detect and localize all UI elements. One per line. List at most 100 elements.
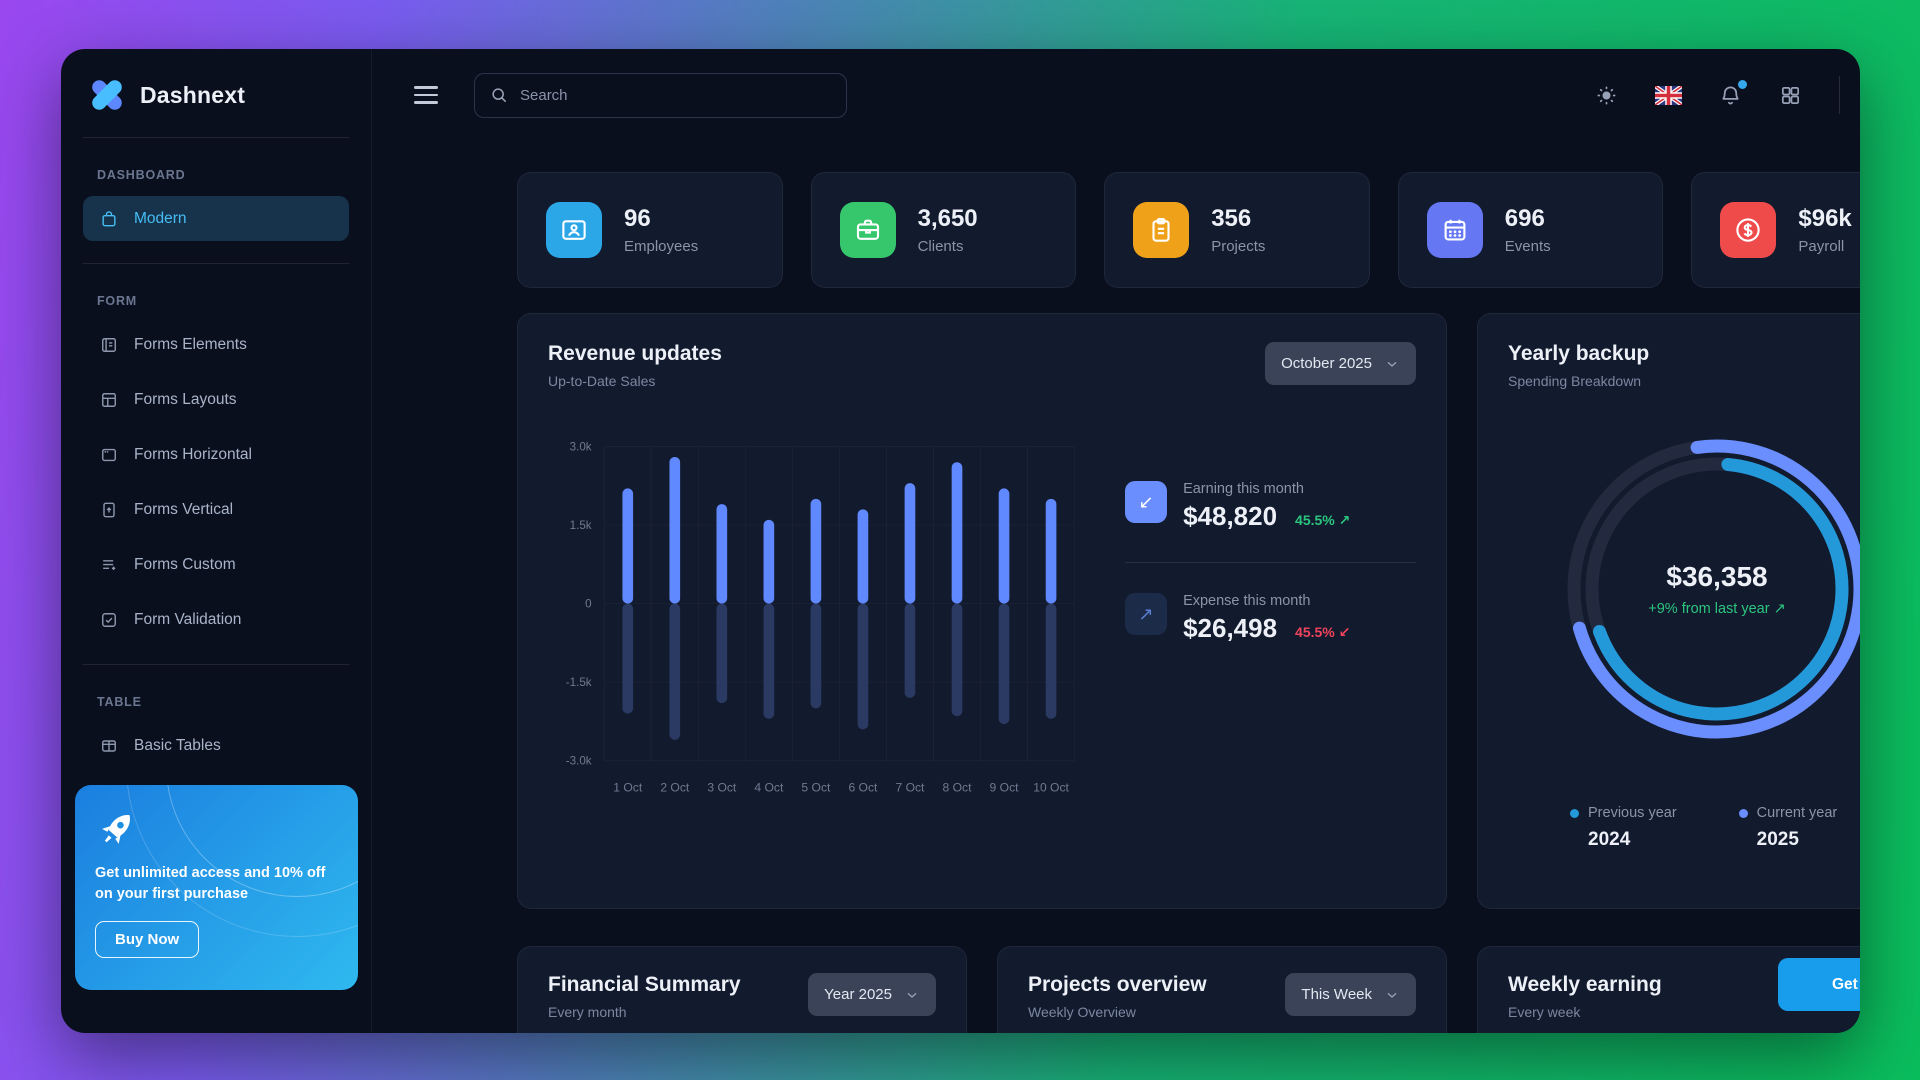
stat-label: Clients — [917, 238, 964, 255]
id-card-icon — [546, 202, 602, 258]
stat-card-events[interactable]: 696 Events — [1397, 172, 1664, 288]
chevron-down-icon — [907, 992, 917, 998]
brand-name: Dashnext — [140, 81, 246, 108]
divider — [1125, 562, 1416, 563]
content: 96 Employees 3,650 Clients — [372, 141, 1860, 1033]
svg-text:2 Oct: 2 Oct — [660, 781, 690, 795]
year-select-value: Year 2025 — [824, 986, 892, 1003]
language-flag-icon[interactable] — [1655, 85, 1682, 105]
stat-card-payroll[interactable]: $96k Payroll — [1691, 172, 1860, 288]
buy-now-button[interactable]: Buy Now — [95, 921, 200, 959]
sidebar-item-label: Form Validation — [134, 610, 242, 628]
donut-legend: Previous year 2024 Current year 2025 — [1570, 805, 1860, 851]
theme-toggle-sun-icon[interactable] — [1595, 84, 1618, 107]
promo-text: Get unlimited access and 10% off on your… — [95, 865, 326, 903]
note-list-icon — [99, 335, 119, 355]
sidebar-item-label: Forms Elements — [134, 335, 247, 353]
brand[interactable]: Dashnext — [83, 49, 349, 115]
legend-label: Previous year — [1588, 805, 1677, 821]
charts-row: Revenue updates Up-to-Date Sales October… — [517, 313, 1860, 909]
arrow-down-left-icon: ↙ — [1125, 481, 1168, 523]
stat-label: Payroll — [1798, 238, 1845, 255]
stat-value: 356 — [1211, 205, 1252, 232]
stat-card-clients[interactable]: 3,650 Clients — [810, 172, 1077, 288]
svg-text:0: 0 — [585, 597, 592, 610]
promo-card: Get unlimited access and 10% off on your… — [75, 785, 358, 990]
svg-text:1 Oct: 1 Oct — [613, 781, 643, 795]
earning-delta: 45.5% ↗ — [1295, 512, 1351, 528]
legend-year: 2025 — [1756, 829, 1799, 850]
section-table: TABLE — [97, 695, 142, 709]
section-dashboard: DASHBOARD — [97, 168, 186, 182]
sidebar: Dashnext DASHBOARD Modern FORM Forms Ele… — [61, 49, 372, 1033]
arrow-up-right-icon: ↗ — [1125, 593, 1168, 635]
file-up-icon — [99, 500, 119, 520]
stat-label: Employees — [624, 238, 699, 255]
sidebar-item-modern[interactable]: Modern — [83, 196, 349, 241]
legend-previous-year: Previous year 2024 — [1570, 805, 1677, 851]
expense-label: Expense this month — [1183, 593, 1311, 609]
search-icon — [489, 85, 509, 105]
revenue-kpis: ↙ Earning this month $48,820 45.5% ↗ — [1125, 423, 1416, 823]
svg-text:6 Oct: 6 Oct — [848, 781, 878, 795]
search-input[interactable] — [520, 86, 832, 104]
get-this-button[interactable]: Get This — [1778, 958, 1860, 1011]
notifications-bell-icon[interactable] — [1719, 79, 1747, 107]
projects-overview-title: Projects overview — [1028, 973, 1207, 996]
notification-dot — [1738, 79, 1747, 89]
sidebar-item-forms-layouts[interactable]: Forms Layouts — [83, 377, 349, 422]
table-columns-icon — [99, 736, 119, 756]
sidebar-item-form-validation[interactable]: Form Validation — [83, 597, 349, 642]
menu-toggle-icon[interactable] — [414, 86, 438, 104]
stat-card-projects[interactable]: 356 Projects — [1104, 172, 1370, 288]
week-select[interactable]: This Week — [1285, 973, 1416, 1016]
earning-label: Earning this month — [1183, 481, 1304, 497]
checkbox-icon — [99, 610, 119, 630]
chevron-down-icon — [1387, 361, 1397, 367]
financial-summary-subtitle: Every month — [548, 1004, 627, 1020]
stats-row: 96 Employees 3,650 Clients — [517, 172, 1860, 288]
sidebar-item-label: Modern — [134, 209, 187, 227]
donut-svg — [1567, 439, 1860, 739]
brand-logo-icon — [87, 75, 127, 115]
layout-icon — [99, 390, 119, 410]
svg-text:3 Oct: 3 Oct — [707, 781, 737, 795]
revenue-bar-chart: 3.0k 1.5k 0 -1.5k -3.0k 1 Oct 2 Oct 3 Oct 4 Oct 5… — [566, 440, 1076, 795]
earning-value: $48,820 — [1183, 501, 1278, 531]
legend-label: Current year — [1756, 805, 1838, 821]
svg-text:-1.5k: -1.5k — [566, 676, 592, 689]
legend-current-year: Current year 2025 — [1738, 805, 1838, 851]
sidebar-item-forms-custom[interactable]: Forms Custom — [83, 542, 349, 587]
svg-text:9 Oct: 9 Oct — [990, 781, 1020, 795]
shopping-bag-icon — [99, 209, 119, 229]
stat-value: $96k — [1798, 205, 1852, 232]
period-select[interactable]: October 2025 — [1265, 342, 1416, 385]
stat-label: Projects — [1211, 238, 1266, 255]
svg-text:7 Oct: 7 Oct — [895, 781, 925, 795]
topbar — [372, 49, 1860, 141]
weekly-earning-title: Weekly earning — [1508, 973, 1662, 996]
bottom-row: Financial Summary Every month Year 2025 — [517, 946, 1860, 1033]
sidebar-item-label: Forms Vertical — [134, 500, 234, 518]
yearly-title: Yearly backup — [1508, 342, 1650, 365]
weekly-earning-subtitle: Every week — [1508, 1004, 1581, 1020]
svg-text:10 Oct: 10 Oct — [1033, 781, 1069, 795]
chevron-down-icon — [1387, 992, 1397, 998]
stat-card-employees[interactable]: 96 Employees — [517, 172, 783, 288]
sidebar-item-label: Forms Horizontal — [134, 445, 252, 463]
stat-value: 3,650 — [917, 205, 978, 232]
apps-grid-icon[interactable] — [1779, 84, 1802, 107]
legend-year: 2024 — [1588, 829, 1631, 850]
stat-label: Events — [1504, 238, 1551, 255]
expense-kpi: ↗ Expense this month $26,498 45.5% ↙ — [1125, 593, 1416, 644]
projects-overview-card: Projects overview Weekly Overview This W… — [997, 946, 1447, 1033]
stat-value: 96 — [624, 205, 651, 232]
svg-text:8 Oct: 8 Oct — [943, 781, 973, 795]
sidebar-item-forms-horizontal[interactable]: Forms Horizontal — [83, 432, 349, 477]
app-window-icon — [99, 445, 119, 465]
sidebar-item-forms-vertical[interactable]: Forms Vertical — [83, 487, 349, 532]
sidebar-item-forms-elements[interactable]: Forms Elements — [83, 322, 349, 367]
year-select[interactable]: Year 2025 — [808, 973, 936, 1016]
search-box — [474, 72, 847, 118]
sidebar-item-basic-tables[interactable]: Basic Tables — [83, 723, 349, 768]
